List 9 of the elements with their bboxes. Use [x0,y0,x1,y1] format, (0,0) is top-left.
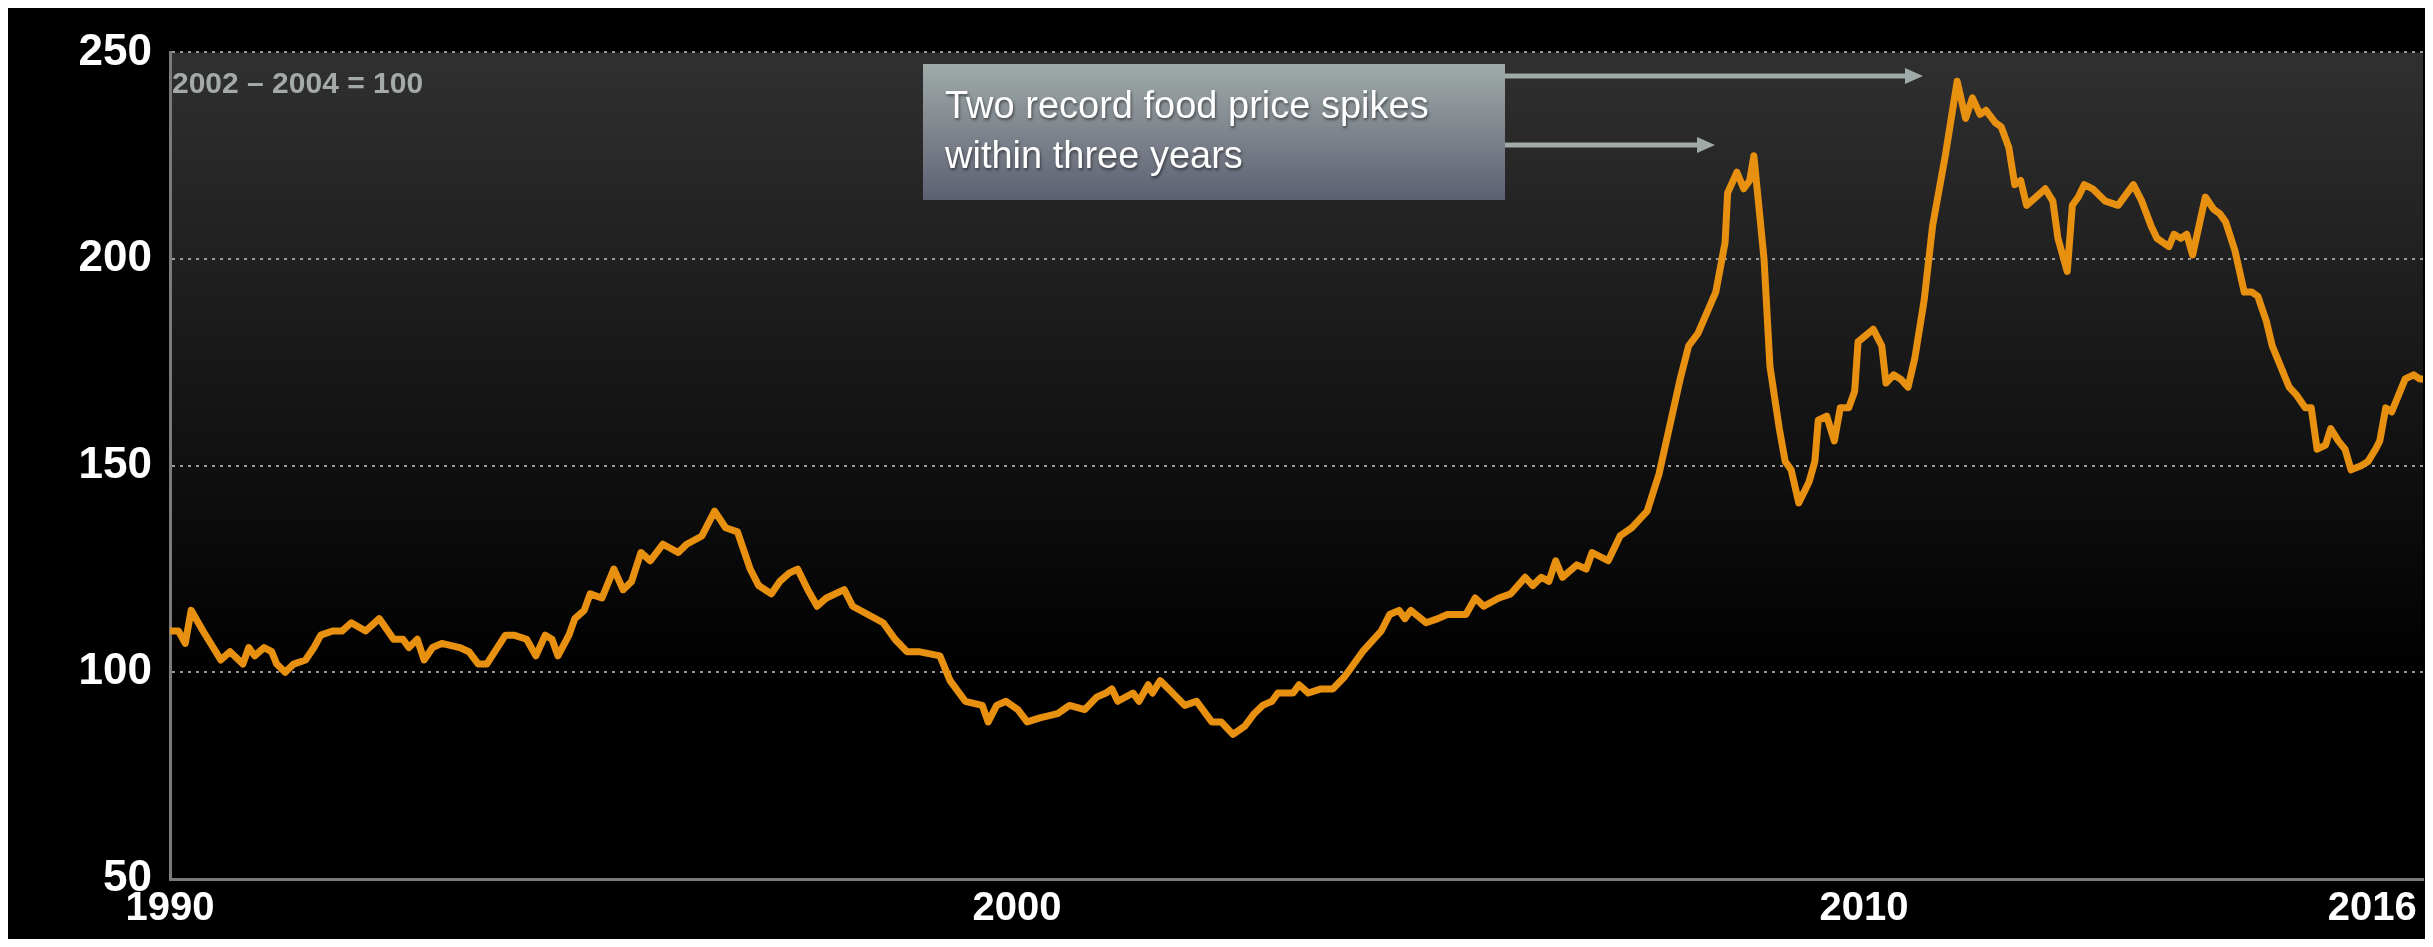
x-tick-label: 2016 [2327,884,2417,929]
y-tick-label: 250 [78,24,152,74]
x-tick-label: 2000 [972,884,1062,929]
y-tick-label: 150 [78,437,152,487]
y-tick-label: 200 [78,231,152,281]
x-tick-label: 2010 [1819,884,1909,929]
annotation: Two record food price spikes within three years [923,64,1505,200]
y-tick-label: 100 [78,644,152,694]
annotation: 2002 – 2004 = 100 [172,66,424,100]
